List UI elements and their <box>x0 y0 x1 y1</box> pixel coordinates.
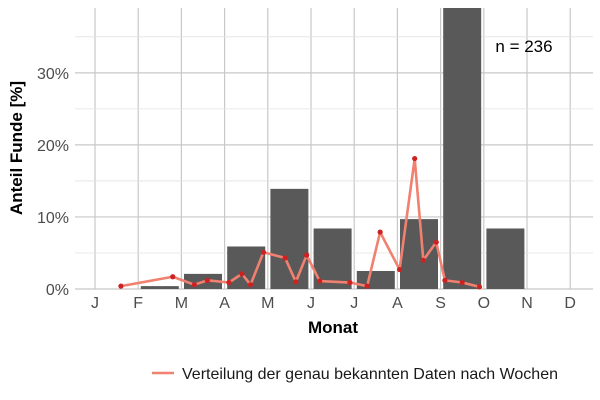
y-tick-label: 30% <box>37 66 69 83</box>
line-point <box>412 155 418 162</box>
bar <box>140 286 179 289</box>
line-point <box>459 279 465 286</box>
line-point <box>396 266 403 273</box>
x-tick-label: A <box>219 295 230 312</box>
bar <box>486 228 525 289</box>
x-tick-label: J <box>307 295 315 312</box>
line-point <box>317 278 323 284</box>
line-point <box>347 279 353 286</box>
line-point <box>433 239 439 245</box>
bar <box>227 246 266 289</box>
legend-label: Verteilung der genau bekannten Daten nac… <box>182 366 558 383</box>
line-point <box>420 257 426 263</box>
x-tick-label: J <box>350 295 358 312</box>
x-tick-label: M <box>175 295 188 312</box>
line-point <box>170 274 176 280</box>
y-tick-label: 0% <box>46 282 69 299</box>
series-line <box>120 157 480 289</box>
x-axis-title: Monat <box>308 318 358 337</box>
line-point <box>282 255 288 261</box>
x-tick-label: S <box>435 295 446 312</box>
line-point <box>442 277 448 283</box>
legend: Verteilung der genau bekannten Daten nac… <box>152 366 558 383</box>
line-point <box>377 229 383 235</box>
x-tick-label: M <box>261 295 274 312</box>
x-tick-label: O <box>478 295 490 312</box>
y-tick-label: 20% <box>37 138 69 155</box>
line-point <box>239 271 245 277</box>
line-points <box>118 155 483 290</box>
line-point <box>204 277 210 283</box>
line-point <box>304 252 310 258</box>
x-tick-label: A <box>392 295 403 312</box>
line-point <box>293 279 299 285</box>
bar <box>443 8 482 289</box>
line-point <box>364 283 370 289</box>
x-tick-label: J <box>91 295 99 312</box>
line-point <box>247 282 254 288</box>
bars <box>140 8 525 289</box>
x-tick-label: D <box>564 295 576 312</box>
x-tick-label: N <box>521 295 533 312</box>
y-tick-labels: 0% 10% 20% 30% <box>37 66 69 299</box>
bar <box>400 219 438 289</box>
line-point <box>191 282 197 288</box>
y-axis-title: Anteil Funde [%] <box>7 81 26 215</box>
bar <box>270 188 309 289</box>
y-tick-label: 10% <box>37 210 69 227</box>
line-point <box>226 279 232 286</box>
sample-size-annotation: n = 236 <box>495 37 552 56</box>
line-point <box>118 283 124 289</box>
line-point <box>260 249 267 255</box>
line-point <box>476 284 483 290</box>
x-tick-label: F <box>133 295 143 312</box>
line-series <box>120 157 480 289</box>
